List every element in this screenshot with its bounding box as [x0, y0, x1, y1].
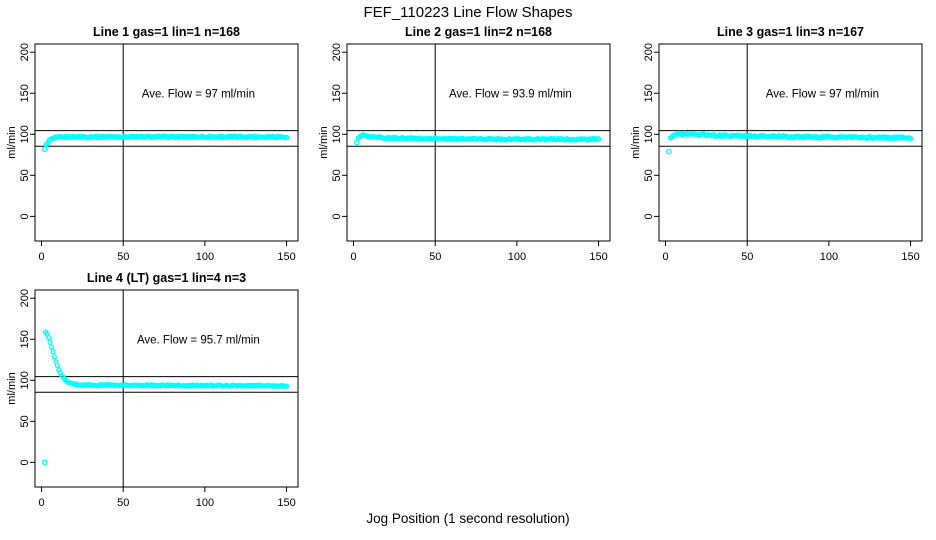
y-tick-label: 150 [643, 84, 655, 102]
data-points [353, 132, 602, 146]
x-tick-label: 0 [350, 251, 356, 263]
ave-flow-annotation: Ave. Flow = 95.7 ml/min [137, 334, 260, 346]
y-axis-title: ml/min [630, 126, 642, 158]
y-tick-label: 200 [331, 43, 343, 61]
y-axis-title: ml/min [6, 372, 18, 404]
y-tick-label: 200 [19, 43, 31, 61]
x-tick-label: 150 [277, 251, 295, 263]
x-tick-label: 150 [901, 251, 919, 263]
y-tick-label: 0 [643, 213, 655, 219]
data-point [45, 334, 52, 341]
ave-flow-annotation: Ave. Flow = 97 ml/min [766, 88, 879, 100]
data-point [51, 354, 58, 360]
y-tick-label: 100 [643, 125, 655, 143]
y-tick-label: 200 [643, 43, 655, 61]
panel-3: 0 50 100 150 0 50 100 150 200 ml/min Line 3 gas=1 … [630, 25, 923, 263]
panel-2: 0 50 100 150 0 50 100 150 200 ml/min Line 2 gas=1 … [318, 25, 611, 263]
y-axis-title: ml/min [6, 126, 18, 158]
x-tick-label: 100 [820, 251, 838, 263]
x-tick-label: 100 [196, 251, 214, 263]
y-tick-label: 50 [19, 415, 31, 427]
panel-1: 0 50 100 150 0 50 100 150 200 ml/min Line 1 gas=1 … [6, 25, 299, 263]
outlier-point [353, 139, 360, 146]
panel-title: Line 2 gas=1 lin=2 n=168 [405, 25, 552, 39]
y-tick-label: 50 [643, 169, 655, 181]
x-tick-label: 0 [38, 251, 44, 263]
y-tick-label: 50 [19, 169, 31, 181]
x-tick-label: 50 [429, 251, 441, 263]
data-point [283, 134, 290, 141]
outlier-point [41, 459, 48, 466]
y-axis-title: ml/min [318, 126, 330, 158]
x-tick-label: 100 [196, 497, 214, 509]
panel-title: Line 1 gas=1 lin=1 n=168 [93, 25, 240, 39]
x-tick-label: 0 [662, 251, 668, 263]
y-tick-label: 0 [331, 213, 343, 219]
x-tick-label: 150 [589, 251, 607, 263]
panel-title: Line 4 (LT) gas=1 lin=4 n=3 [87, 271, 246, 285]
x-tick-label: 150 [277, 497, 295, 509]
x-axis-label: Jog Position (1 second resolution) [366, 511, 570, 526]
y-tick-label: 200 [19, 289, 31, 307]
x-tick-label: 50 [741, 251, 753, 263]
y-tick-label: 150 [19, 84, 31, 102]
plot-box [34, 289, 299, 488]
data-point [907, 135, 914, 142]
x-tick-label: 50 [117, 497, 129, 509]
y-tick-label: 100 [19, 125, 31, 143]
plot-box [346, 43, 611, 242]
ave-flow-annotation: Ave. Flow = 97 ml/min [142, 88, 255, 100]
ave-flow-annotation: Ave. Flow = 93.9 ml/min [449, 88, 572, 100]
figure-title: FEF_110223 Line Flow Shapes [363, 4, 573, 21]
y-tick-label: 150 [19, 330, 31, 348]
plot-box [34, 43, 299, 242]
y-tick-label: 150 [331, 84, 343, 102]
y-tick-label: 100 [19, 371, 31, 389]
plot-box [658, 43, 923, 242]
data-points [41, 329, 290, 466]
y-tick-label: 100 [331, 125, 343, 143]
y-tick-label: 50 [331, 169, 343, 181]
panel-title: Line 3 gas=1 lin=3 n=167 [717, 25, 864, 39]
outlier-point [41, 146, 48, 152]
data-point [48, 344, 55, 350]
outlier-point [665, 148, 672, 155]
x-tick-label: 0 [38, 497, 44, 509]
data-point [595, 136, 602, 142]
x-tick-label: 100 [508, 251, 526, 263]
data-point [47, 339, 53, 345]
x-tick-label: 50 [117, 251, 129, 263]
y-tick-label: 0 [19, 213, 31, 219]
data-point [283, 383, 290, 389]
data-points [665, 130, 914, 155]
data-point [54, 362, 61, 369]
panel-4: 0 50 100 150 0 50 100 150 200 ml/min Line 4 (LT) g… [6, 271, 299, 509]
data-points [41, 133, 290, 152]
y-tick-label: 0 [19, 459, 31, 465]
data-point [50, 348, 56, 355]
